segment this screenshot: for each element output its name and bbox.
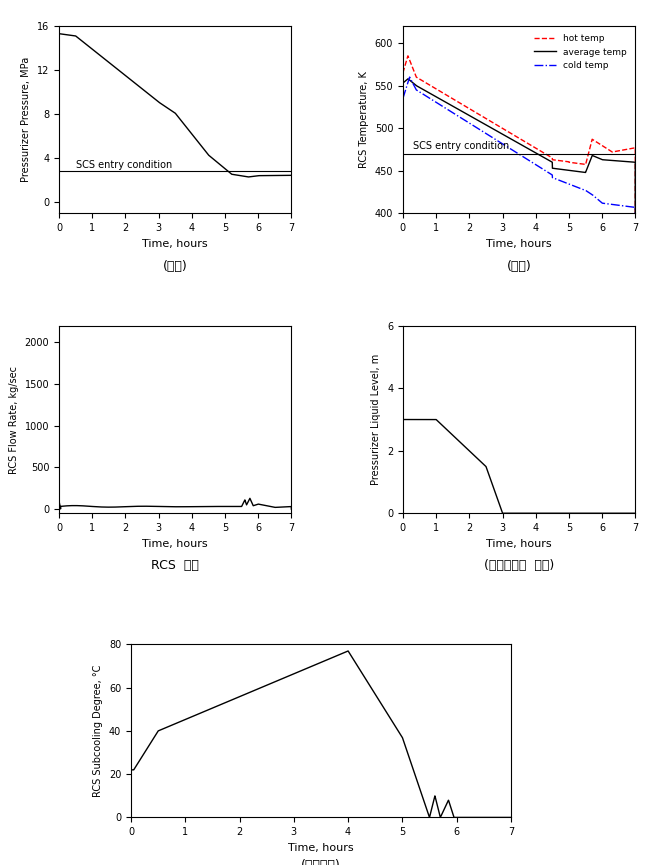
hot temp	[631, 549, 639, 560]
cold temp	[405, 72, 413, 82]
cold temp	[440, 101, 447, 112]
X-axis label: Time, hours: Time, hours	[486, 539, 552, 548]
hot temp	[404, 51, 412, 61]
cold temp	[498, 138, 506, 149]
average temp	[399, 78, 407, 88]
average temp	[426, 88, 434, 99]
Line: hot temp: hot temp	[403, 56, 635, 554]
cold temp	[631, 549, 639, 560]
Y-axis label: Pressurizer Pressure, MPa: Pressurizer Pressure, MPa	[22, 57, 31, 183]
Line: cold temp: cold temp	[403, 77, 635, 554]
X-axis label: Time, hours: Time, hours	[486, 239, 552, 248]
Text: SCS entry condition: SCS entry condition	[75, 160, 172, 170]
Y-axis label: Pressurizer Liquid Level, m: Pressurizer Liquid Level, m	[371, 354, 381, 485]
hot temp	[602, 143, 610, 153]
average temp	[488, 123, 496, 133]
Text: (가압기액체  수위): (가압기액체 수위)	[484, 560, 554, 573]
X-axis label: Time, hours: Time, hours	[288, 843, 354, 853]
Text: SCS entry condition: SCS entry condition	[413, 141, 509, 151]
Line: average temp: average temp	[403, 79, 635, 554]
Text: (압력): (압력)	[163, 260, 187, 272]
cold temp	[488, 132, 496, 143]
cold temp	[602, 198, 610, 208]
hot temp	[498, 123, 506, 133]
cold temp	[627, 202, 635, 212]
Text: RCS  유량: RCS 유량	[151, 560, 199, 573]
cold temp	[426, 93, 434, 103]
average temp	[627, 157, 635, 167]
average temp	[498, 129, 506, 139]
X-axis label: Time, hours: Time, hours	[142, 539, 208, 548]
average temp	[404, 74, 412, 84]
Y-axis label: RCS Temperature, K: RCS Temperature, K	[359, 71, 369, 168]
average temp	[631, 549, 639, 560]
hot temp	[488, 117, 496, 127]
cold temp	[399, 93, 407, 104]
hot temp	[426, 80, 434, 90]
Legend: hot temp, average temp, cold temp: hot temp, average temp, cold temp	[530, 30, 631, 74]
average temp	[602, 155, 610, 165]
Text: (온도): (온도)	[507, 260, 531, 272]
hot temp	[399, 67, 407, 78]
hot temp	[440, 88, 447, 99]
Text: (과냉각도): (과냉각도)	[301, 859, 341, 865]
X-axis label: Time, hours: Time, hours	[142, 239, 208, 248]
average temp	[440, 96, 447, 106]
Y-axis label: RCS Flow Rate, kg/sec: RCS Flow Rate, kg/sec	[9, 366, 19, 473]
hot temp	[627, 144, 635, 154]
Y-axis label: RCS Subcooling Degree, °C: RCS Subcooling Degree, °C	[94, 664, 103, 798]
